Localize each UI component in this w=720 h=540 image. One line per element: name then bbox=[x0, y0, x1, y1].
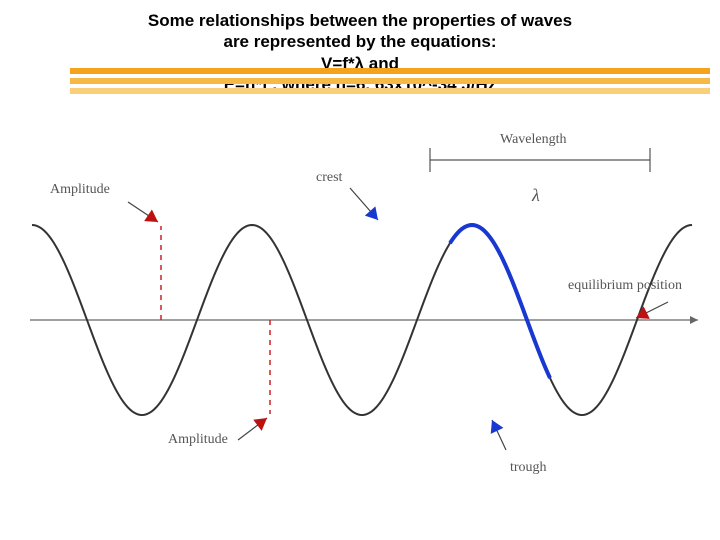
title-underline-stripes bbox=[70, 68, 710, 98]
title-line-2: are represented by the equations: bbox=[0, 31, 720, 52]
label-amplitude-top: Amplitude bbox=[50, 182, 110, 198]
label-wavelength: Wavelength bbox=[500, 132, 567, 148]
label-amplitude-bot: Amplitude bbox=[168, 432, 228, 448]
stripe-3 bbox=[70, 88, 710, 94]
label-trough: trough bbox=[510, 460, 547, 476]
wave-svg bbox=[20, 130, 700, 490]
stripe-1 bbox=[70, 68, 710, 74]
label-lambda: λ bbox=[532, 185, 540, 206]
wave-diagram: Amplitude Amplitude crest Wavelength equ… bbox=[20, 130, 700, 490]
label-equilibrium: equilibrium position bbox=[568, 278, 682, 294]
title-line-1: Some relationships between the propertie… bbox=[0, 10, 720, 31]
label-crest: crest bbox=[316, 170, 342, 186]
stripe-2 bbox=[70, 78, 710, 84]
